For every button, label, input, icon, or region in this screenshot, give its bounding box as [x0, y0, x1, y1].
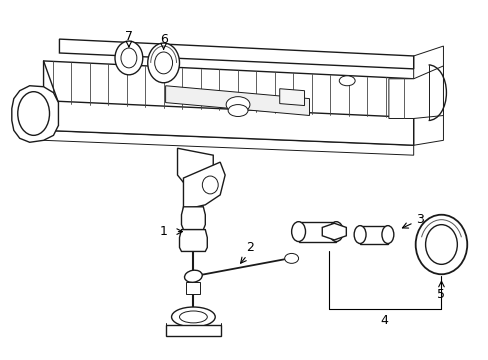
Polygon shape [388, 66, 443, 118]
Ellipse shape [415, 215, 467, 274]
Ellipse shape [339, 76, 354, 86]
Ellipse shape [171, 307, 215, 327]
Ellipse shape [18, 92, 49, 135]
Ellipse shape [154, 52, 172, 74]
Polygon shape [165, 325, 221, 336]
Text: 5: 5 [437, 288, 445, 301]
Ellipse shape [147, 43, 179, 83]
Ellipse shape [284, 253, 298, 264]
Polygon shape [279, 89, 304, 105]
Text: 2: 2 [245, 241, 253, 254]
Ellipse shape [115, 41, 142, 75]
Polygon shape [298, 222, 336, 242]
Polygon shape [181, 207, 205, 230]
Ellipse shape [202, 176, 218, 194]
Polygon shape [186, 282, 200, 294]
Polygon shape [12, 86, 59, 142]
Text: 3: 3 [415, 213, 423, 226]
Polygon shape [43, 100, 413, 145]
Polygon shape [43, 61, 413, 118]
Ellipse shape [179, 311, 207, 323]
Polygon shape [60, 39, 413, 69]
Polygon shape [413, 46, 443, 145]
Ellipse shape [121, 48, 137, 68]
Polygon shape [179, 230, 207, 251]
Text: 6: 6 [160, 33, 167, 46]
Text: 1: 1 [160, 225, 167, 238]
Polygon shape [359, 226, 387, 243]
Ellipse shape [425, 225, 456, 264]
Ellipse shape [225, 96, 249, 113]
Ellipse shape [381, 226, 393, 243]
Polygon shape [165, 86, 309, 116]
Polygon shape [322, 223, 346, 240]
Polygon shape [177, 148, 213, 185]
Ellipse shape [184, 270, 202, 282]
Polygon shape [183, 162, 224, 210]
Ellipse shape [291, 222, 305, 242]
Ellipse shape [353, 226, 366, 243]
Text: 4: 4 [379, 314, 387, 327]
Text: 7: 7 [124, 30, 133, 42]
Ellipse shape [328, 222, 343, 242]
Ellipse shape [228, 105, 247, 117]
Polygon shape [43, 130, 413, 155]
